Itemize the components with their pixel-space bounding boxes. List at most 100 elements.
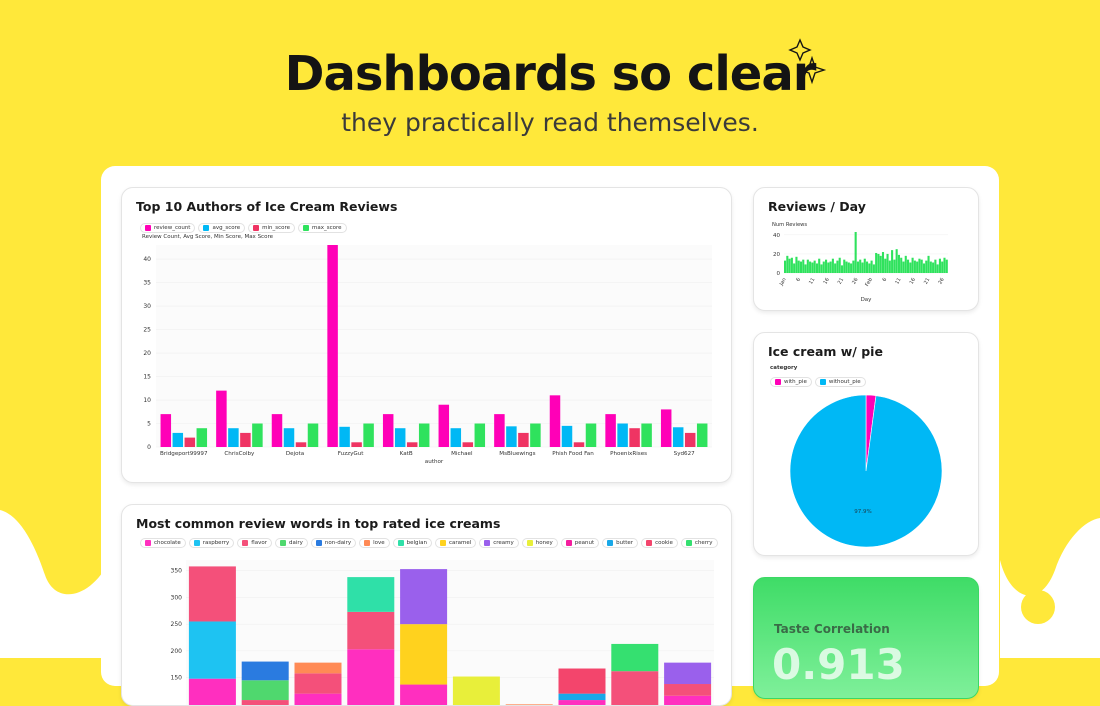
- x-tick-label: Bridgeport99997: [160, 451, 208, 457]
- bar: [629, 428, 640, 447]
- bar: [861, 262, 864, 273]
- legend-swatch: [565, 540, 572, 546]
- y-tick-label: 35: [143, 280, 151, 287]
- sparkle-icon: [788, 38, 827, 85]
- bar: [893, 259, 896, 273]
- bar: [307, 423, 319, 447]
- legend-label: review_count: [154, 225, 191, 231]
- bar: [938, 258, 941, 273]
- legend-item[interactable]: dairy: [274, 538, 308, 548]
- bar: [852, 260, 855, 273]
- bar: [891, 250, 894, 273]
- x-tick-label: PhoenixRises: [610, 451, 647, 457]
- legend-item[interactable]: without_pie: [814, 377, 866, 387]
- bar: [863, 258, 866, 273]
- legend-label: non-dairy: [324, 540, 352, 546]
- bar: [573, 442, 585, 447]
- legend-swatch: [203, 225, 210, 231]
- legend-item[interactable]: creamy: [479, 538, 519, 548]
- legend-item[interactable]: honey: [521, 538, 558, 548]
- bar: [943, 257, 946, 273]
- legend-swatch: [775, 379, 781, 385]
- stack-segment: [294, 693, 342, 705]
- x-tick-label: Jan: [778, 277, 788, 288]
- bar: [809, 261, 812, 273]
- legend-swatch: [607, 540, 614, 546]
- x-tick-label: Feb: [864, 277, 874, 288]
- legend-item[interactable]: max_score: [298, 223, 347, 233]
- bar: [911, 257, 914, 273]
- legend-item[interactable]: chocolate: [140, 538, 186, 548]
- x-axis-label: Day: [861, 297, 873, 303]
- authors-chart-card[interactable]: Top 10 Authors of Ice Cream Reviews revi…: [121, 187, 732, 483]
- bar: [240, 432, 251, 447]
- bar: [918, 258, 921, 273]
- legend-item[interactable]: flavor: [237, 538, 272, 548]
- x-tick-label: Dejota: [286, 451, 304, 457]
- legend-item[interactable]: min_score: [248, 223, 296, 233]
- words-legend: chocolate raspberry flavor dairy non-dairy lo…: [140, 538, 718, 548]
- bar: [339, 426, 350, 447]
- y-tick-label: 0: [147, 444, 151, 451]
- bar: [804, 264, 807, 273]
- legend-item[interactable]: cookie: [641, 538, 678, 548]
- bar: [929, 261, 932, 273]
- bar: [295, 442, 307, 447]
- x-tick-label: Michael: [451, 451, 473, 457]
- legend-swatch: [315, 540, 322, 546]
- legend-item[interactable]: peanut: [560, 538, 600, 548]
- x-tick-label: KatB: [400, 451, 413, 457]
- legend-label: min_score: [262, 225, 291, 231]
- stack-segment: [664, 695, 712, 705]
- legend-item[interactable]: with_pie: [770, 377, 812, 387]
- bar: [825, 259, 828, 273]
- stack-segment: [241, 680, 289, 701]
- stack-segment: [294, 673, 342, 694]
- legend-item[interactable]: love: [359, 538, 390, 548]
- bar: [605, 414, 616, 447]
- legend-item[interactable]: review_count: [140, 223, 196, 233]
- x-tick-label: 26: [851, 277, 859, 286]
- bar: [820, 264, 823, 273]
- legend-label: cherry: [694, 540, 713, 546]
- bar: [909, 262, 912, 273]
- bar: [831, 258, 834, 273]
- stack-segment: [347, 577, 395, 612]
- taste-correlation-card[interactable]: Taste Correlation 0.913: [753, 577, 979, 699]
- legend-label: with_pie: [784, 379, 807, 385]
- words-chart-card[interactable]: Most common review words in top rated ic…: [121, 504, 732, 706]
- bar: [641, 423, 652, 447]
- bar: [859, 259, 862, 273]
- bar: [913, 260, 916, 273]
- bar: [866, 261, 869, 273]
- pie-card[interactable]: Ice cream w/ pie category with_pie witho…: [753, 332, 979, 556]
- y-tick-label: 300: [171, 594, 183, 601]
- bar: [845, 261, 848, 273]
- y-axis-label: Num Reviews: [772, 222, 807, 228]
- reviews-day-card[interactable]: Reviews / Day Num Reviews 0 20 40 Jan 6 11 16 21…: [753, 187, 979, 311]
- bar: [920, 259, 923, 273]
- y-tick-label: 350: [171, 568, 183, 575]
- legend-item[interactable]: butter: [602, 538, 639, 548]
- bar: [216, 390, 227, 447]
- bar: [847, 262, 850, 273]
- legend-swatch: [253, 225, 260, 231]
- bar: [790, 257, 793, 273]
- legend-item[interactable]: cherry: [680, 538, 718, 548]
- bar: [881, 252, 885, 273]
- legend-item[interactable]: caramel: [434, 538, 477, 548]
- stack-segment: [505, 704, 553, 705]
- bar: [585, 423, 597, 447]
- authors-legend: review_count avg_score min_score max_sco…: [140, 223, 347, 233]
- legend-item[interactable]: non-dairy: [310, 538, 357, 548]
- bar: [886, 253, 889, 273]
- legend-item[interactable]: belgian: [392, 538, 432, 548]
- legend-item[interactable]: raspberry: [188, 538, 235, 548]
- bar: [788, 258, 791, 273]
- legend-swatch: [819, 379, 826, 385]
- stack-segment: [558, 668, 606, 694]
- x-tick-label: Phish Food Fan: [552, 451, 594, 457]
- bar: [793, 263, 796, 273]
- bar: [327, 245, 338, 447]
- legend-item[interactable]: avg_score: [198, 223, 246, 233]
